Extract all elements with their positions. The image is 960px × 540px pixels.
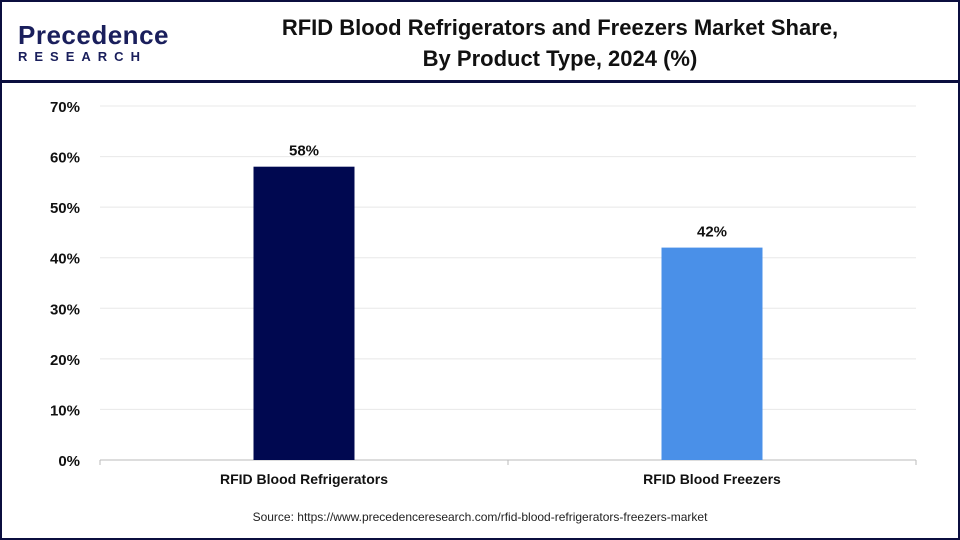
data-label: 42% xyxy=(697,224,727,241)
y-tick-label: 0% xyxy=(58,453,80,470)
y-tick-label: 40% xyxy=(50,251,80,268)
chart-title: RFID Blood Refrigerators and Freezers Ma… xyxy=(200,12,920,74)
y-tick-label: 20% xyxy=(50,352,80,369)
y-tick-label: 50% xyxy=(50,200,80,217)
bar xyxy=(661,247,763,460)
x-tick-label: RFID Blood Freezers xyxy=(643,471,781,487)
y-tick-label: 70% xyxy=(50,99,80,116)
precedence-research-logo: Precedence RESEARCH xyxy=(18,22,169,64)
x-tick-label: RFID Blood Refrigerators xyxy=(220,471,388,487)
bar xyxy=(253,166,355,460)
title-line1: RFID Blood Refrigerators and Freezers Ma… xyxy=(281,15,839,40)
source-note: Source: https://www.precedenceresearch.c… xyxy=(252,510,708,524)
logo-line1: Precedence xyxy=(18,20,169,50)
y-tick-label: 30% xyxy=(50,301,80,318)
y-tick-label: 60% xyxy=(50,150,80,167)
title-line2: By Product Type, 2024 (%) xyxy=(422,46,698,71)
logo-line2: RESEARCH xyxy=(18,49,147,64)
y-tick-label: 10% xyxy=(50,402,80,419)
data-label: 58% xyxy=(289,143,319,160)
header-divider xyxy=(0,80,960,83)
